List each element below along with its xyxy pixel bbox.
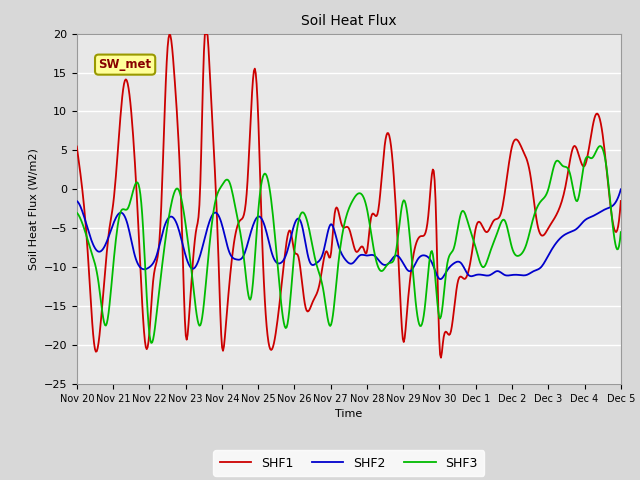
SHF3: [617, 229, 625, 235]
SHF2: [437, 276, 445, 282]
SHF2: [617, 186, 625, 192]
Title: Soil Heat Flux: Soil Heat Flux: [301, 14, 397, 28]
SHF1: [617, 198, 625, 204]
Legend: SHF1, SHF2, SHF3: SHF1, SHF2, SHF3: [213, 450, 484, 476]
SHF1: [169, 55, 177, 61]
SHF3: [437, 313, 445, 319]
SHF2: [436, 276, 444, 282]
Y-axis label: Soil Heat Flux (W/m2): Soil Heat Flux (W/m2): [28, 148, 38, 270]
SHF1: [73, 144, 81, 149]
SHF2: [319, 251, 327, 256]
SHF1: [320, 256, 328, 262]
X-axis label: Time: Time: [335, 409, 362, 419]
SHF3: [170, 191, 178, 196]
SHF1: [202, 31, 210, 36]
SHF3: [73, 210, 81, 216]
SHF2: [394, 253, 401, 259]
Text: SW_met: SW_met: [99, 58, 152, 71]
SHF3: [147, 340, 155, 346]
SHF1: [394, 253, 402, 259]
Line: SHF2: SHF2: [77, 189, 621, 279]
SHF2: [169, 215, 177, 220]
SHF3: [596, 143, 604, 149]
SHF2: [483, 273, 491, 278]
SHF3: [394, 231, 402, 237]
SHF2: [213, 210, 221, 216]
Line: SHF1: SHF1: [77, 34, 621, 358]
SHF1: [484, 228, 492, 234]
SHF3: [214, 191, 221, 196]
SHF1: [438, 349, 445, 355]
SHF1: [437, 355, 445, 360]
Line: SHF3: SHF3: [77, 146, 621, 343]
SHF3: [320, 290, 328, 296]
SHF3: [483, 258, 491, 264]
SHF1: [214, 230, 221, 236]
SHF2: [73, 198, 81, 204]
